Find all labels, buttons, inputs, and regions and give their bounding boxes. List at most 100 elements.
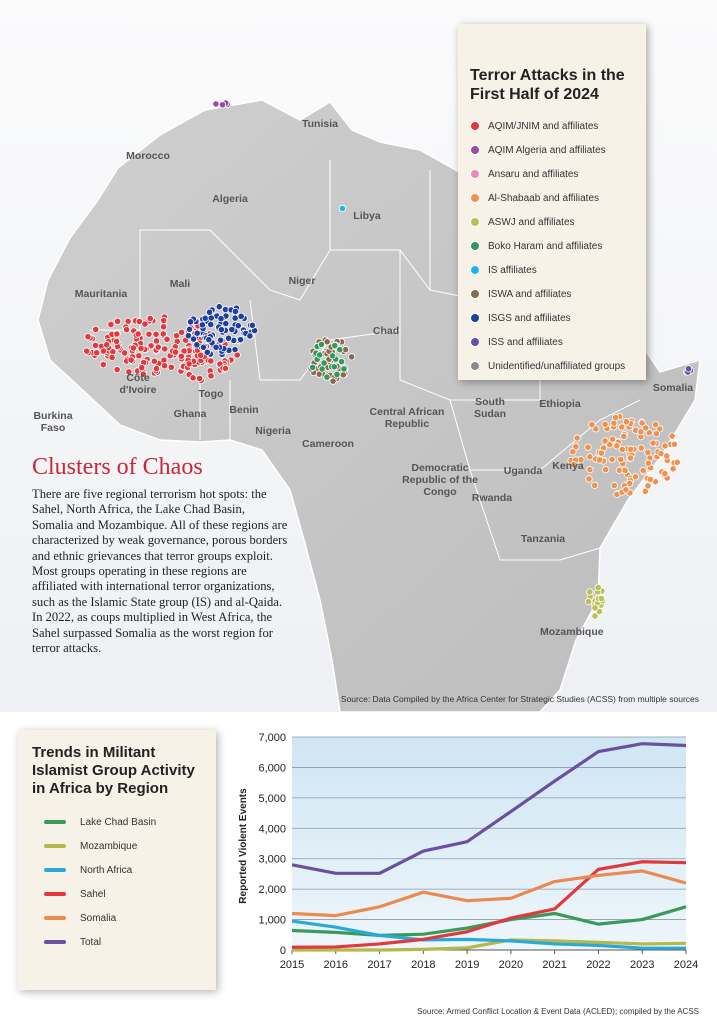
legend-entry: North Africa bbox=[44, 858, 216, 882]
attack-dot bbox=[193, 329, 201, 337]
attack-dot bbox=[178, 328, 186, 336]
attack-dot bbox=[193, 341, 201, 349]
legend-entry: Somalia bbox=[44, 906, 216, 930]
country-label: Chad bbox=[372, 325, 400, 337]
attack-dot bbox=[189, 335, 198, 343]
attack-dot bbox=[152, 337, 161, 345]
legend-label: AQIM/JNIM and affiliates bbox=[488, 120, 599, 132]
y-axis-label: Reported Violent Events bbox=[238, 788, 249, 904]
attack-dot bbox=[139, 370, 147, 378]
attack-dot bbox=[608, 455, 616, 464]
attack-dot bbox=[92, 325, 100, 334]
country-label: Nigeria bbox=[255, 425, 291, 437]
attack-dot bbox=[167, 363, 175, 371]
attack-dot bbox=[207, 372, 215, 380]
series-line bbox=[291, 742, 687, 875]
attack-dot bbox=[669, 465, 677, 473]
attack-dot bbox=[172, 332, 181, 340]
legend-dot bbox=[470, 289, 480, 299]
series-line bbox=[291, 860, 687, 949]
country-label: Tunisia bbox=[302, 118, 338, 130]
legend-label: IS affiliates bbox=[488, 264, 537, 276]
attack-dot bbox=[323, 373, 331, 381]
legend-dot bbox=[470, 337, 480, 347]
chart-legend-panel: Trends in Militant Islamist Group Activi… bbox=[18, 730, 216, 990]
attack-dot bbox=[639, 466, 647, 475]
attack-dot bbox=[186, 318, 195, 326]
country-label: Libya bbox=[353, 210, 381, 222]
attack-dot bbox=[642, 424, 650, 432]
attack-dot bbox=[631, 473, 640, 481]
x-tick-label: 2021 bbox=[542, 959, 566, 971]
legend-entry: Boko Haram and affiliates bbox=[470, 234, 646, 258]
country-label: Central African Republic bbox=[369, 406, 445, 430]
legend-dot bbox=[470, 265, 480, 275]
legend-label: Boko Haram and affiliates bbox=[488, 240, 603, 252]
attack-dot bbox=[154, 343, 162, 351]
attack-dot bbox=[203, 348, 211, 356]
attack-dot bbox=[84, 333, 92, 341]
y-tick-label: 3,000 bbox=[258, 854, 286, 866]
attack-dot bbox=[189, 374, 197, 382]
attack-dot bbox=[637, 428, 645, 436]
attack-dot bbox=[222, 319, 230, 328]
legend-dot bbox=[470, 241, 480, 251]
attack-dot bbox=[218, 101, 227, 109]
borders bbox=[90, 160, 641, 561]
attack-dot bbox=[317, 340, 326, 349]
attack-dot bbox=[99, 361, 107, 369]
legend-label: Somalia bbox=[80, 912, 117, 924]
legend-label: Unidentified/unaffiliated groups bbox=[488, 360, 626, 372]
attack-dot bbox=[161, 345, 169, 353]
attack-dot bbox=[199, 343, 208, 351]
attack-dot bbox=[618, 445, 626, 454]
attack-dot bbox=[668, 432, 676, 440]
attack-dot bbox=[644, 459, 652, 467]
attack-dot bbox=[159, 330, 167, 338]
attack-dot bbox=[83, 347, 91, 355]
attack-dot bbox=[318, 365, 326, 373]
y-tick-label: 1,000 bbox=[258, 915, 286, 927]
country-label: Côte d'Ivoire bbox=[119, 372, 157, 396]
attack-dot bbox=[331, 342, 339, 350]
legend-dot bbox=[470, 217, 480, 227]
attack-dot bbox=[337, 358, 346, 366]
legend-entry: Unidentified/unaffiliated groups bbox=[470, 354, 646, 378]
attack-dot bbox=[113, 330, 121, 338]
legend-dot bbox=[470, 121, 480, 131]
legend-label: Total bbox=[80, 936, 102, 948]
attack-dot bbox=[207, 320, 215, 329]
x-tick-label: 2024 bbox=[674, 959, 698, 971]
country-label: Rwanda bbox=[471, 492, 513, 504]
attack-dot bbox=[611, 413, 620, 422]
attack-dot bbox=[99, 347, 108, 355]
attack-dot bbox=[597, 449, 605, 457]
attack-dot bbox=[673, 458, 681, 466]
attack-dot bbox=[323, 338, 331, 346]
attack-dot bbox=[330, 363, 338, 371]
attack-dot bbox=[610, 481, 618, 490]
attack-dot bbox=[205, 308, 214, 316]
attack-dot bbox=[246, 332, 254, 340]
legend-swatch bbox=[44, 844, 66, 848]
attack-dot bbox=[248, 321, 257, 329]
attack-dot bbox=[661, 442, 669, 450]
x-tick-label: 2018 bbox=[411, 959, 435, 971]
attack-dot bbox=[114, 317, 122, 325]
country-label: Kenya bbox=[552, 460, 584, 472]
legend-label: ISS and affiliates bbox=[488, 336, 563, 348]
legend-dot bbox=[470, 361, 480, 371]
series-line bbox=[291, 869, 687, 918]
y-tick-label: 7,000 bbox=[258, 732, 286, 744]
y-tick-label: 2,000 bbox=[258, 884, 286, 896]
attack-dot bbox=[586, 588, 594, 596]
attack-dot bbox=[684, 365, 693, 373]
attack-dot bbox=[618, 423, 626, 431]
map: Terror Attacks in the First Half of 2024… bbox=[0, 0, 717, 712]
x-tick-label: 2015 bbox=[280, 959, 304, 971]
country-label: Algeria bbox=[212, 193, 248, 205]
article-heading: Clusters of Chaos bbox=[32, 454, 203, 480]
country-label: Burkina Faso bbox=[33, 410, 73, 434]
attack-dot bbox=[201, 314, 209, 322]
